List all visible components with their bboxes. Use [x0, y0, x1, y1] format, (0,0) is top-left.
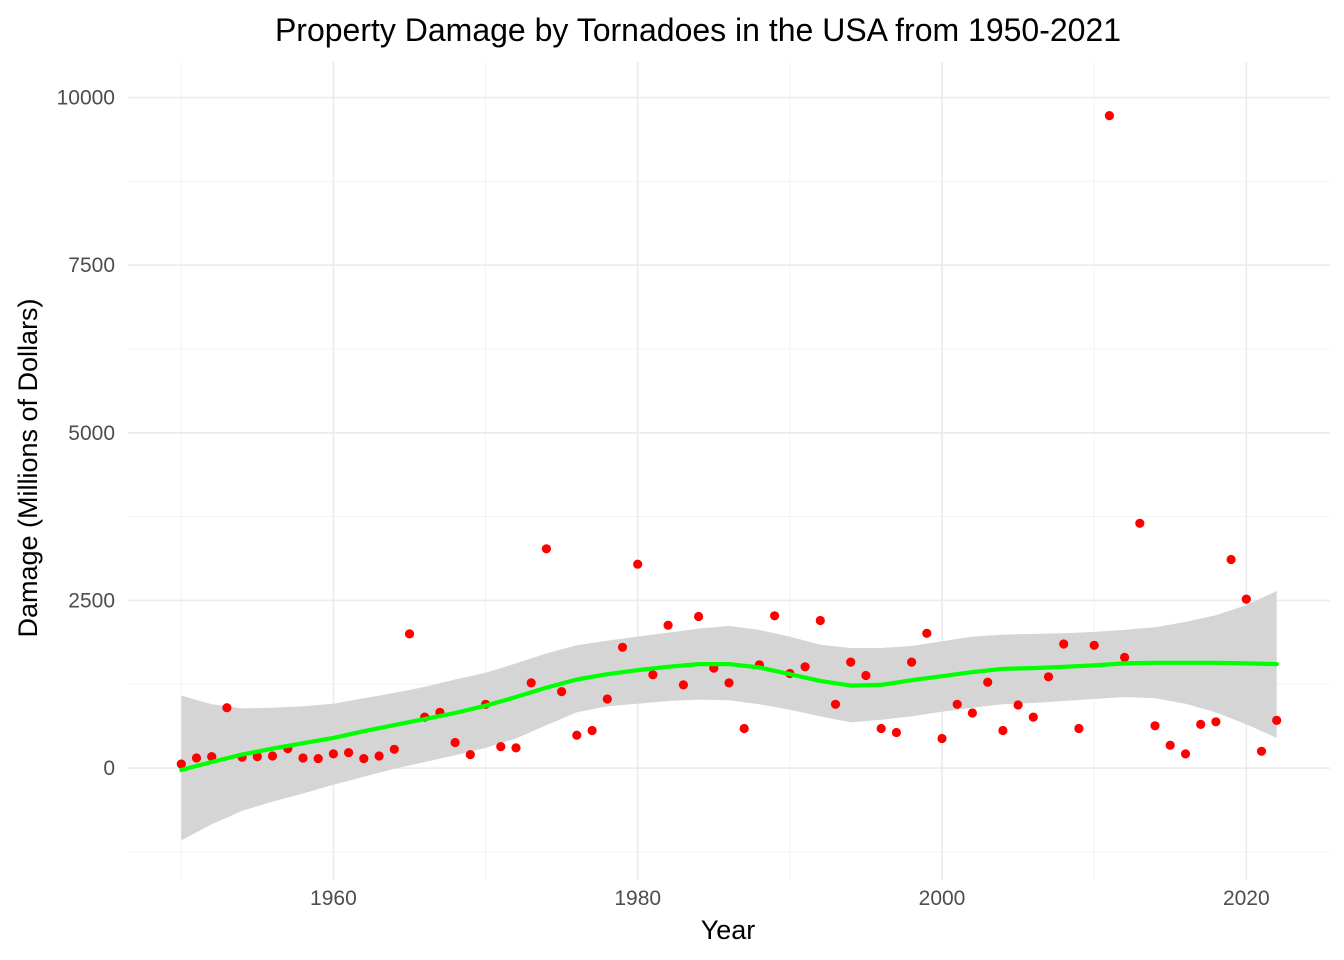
data-point [1211, 717, 1221, 727]
data-point [1226, 554, 1236, 565]
data-point [633, 559, 643, 569]
data-point [1059, 639, 1069, 649]
data-point [952, 699, 962, 709]
grid [128, 62, 1330, 880]
data-point [557, 687, 567, 697]
data-point [876, 723, 886, 734]
data-point [770, 611, 780, 621]
data-point [891, 727, 902, 738]
data-points-layer [176, 111, 1282, 769]
data-point [907, 657, 917, 667]
data-point [1120, 652, 1130, 663]
confidence-band [181, 591, 1277, 841]
data-point [861, 670, 871, 681]
x-axis-title: Year [701, 915, 756, 945]
data-point [830, 699, 841, 709]
data-point [572, 730, 582, 740]
data-point [648, 670, 658, 680]
x-tick-label: 2020 [1223, 887, 1270, 910]
y-tick-label: 0 [103, 757, 115, 780]
y-tick-label: 7500 [68, 254, 115, 277]
data-point [389, 744, 399, 754]
data-point [1028, 712, 1038, 722]
data-point [1135, 518, 1145, 528]
data-point [739, 723, 749, 734]
y-tick-label: 5000 [68, 422, 115, 445]
data-point [1256, 746, 1267, 756]
axis-ticks: 1960 1980 2000 2020 0 2500 5000 7500 10000 [57, 87, 1270, 910]
data-point [359, 754, 369, 764]
data-point [541, 544, 552, 554]
data-point [207, 752, 217, 762]
y-axis-title: Damage (Millions of Dollars) [13, 298, 43, 637]
data-point [526, 678, 536, 688]
data-point [617, 642, 628, 652]
x-tick-label: 2000 [919, 887, 966, 910]
data-point [496, 742, 506, 752]
data-point [1043, 672, 1054, 682]
data-point [176, 759, 186, 769]
data-point [328, 749, 338, 759]
data-point [1180, 749, 1191, 759]
x-tick-label: 1980 [614, 887, 661, 910]
data-point [252, 752, 262, 762]
data-point [1074, 723, 1084, 734]
data-point [998, 725, 1008, 736]
data-point [1272, 715, 1282, 726]
data-point [511, 743, 521, 753]
trend-line [179, 660, 1279, 773]
x-tick-label: 1960 [310, 887, 357, 910]
data-point [1104, 111, 1114, 121]
data-point [678, 680, 689, 690]
y-tick-label: 10000 [57, 87, 115, 110]
data-point [1150, 721, 1160, 731]
data-point [815, 615, 825, 626]
data-point [1241, 594, 1251, 604]
smooth-line-layer [179, 660, 1279, 773]
data-point [800, 662, 810, 672]
chart-title: Property Damage by Tornadoes in the USA … [275, 12, 1121, 48]
data-point [846, 657, 856, 667]
data-point [298, 753, 308, 763]
data-point [937, 733, 947, 744]
data-point [724, 678, 734, 688]
data-point [922, 628, 932, 638]
data-point [663, 620, 673, 630]
data-point [404, 629, 415, 639]
data-point [967, 708, 978, 718]
data-point [374, 751, 384, 761]
confidence-band-layer [181, 591, 1277, 841]
data-point [1165, 740, 1175, 750]
data-point [1013, 700, 1023, 710]
data-point [267, 751, 278, 761]
data-point [1196, 719, 1206, 730]
data-point [983, 677, 993, 687]
y-tick-label: 2500 [68, 589, 115, 612]
data-point [450, 737, 460, 748]
data-point [465, 750, 475, 760]
data-point [344, 748, 354, 758]
data-point [1089, 640, 1099, 650]
data-point [313, 754, 323, 764]
data-point [222, 703, 232, 713]
data-point [602, 694, 612, 704]
data-point [191, 753, 202, 763]
data-point [587, 725, 597, 736]
data-point [694, 611, 704, 622]
